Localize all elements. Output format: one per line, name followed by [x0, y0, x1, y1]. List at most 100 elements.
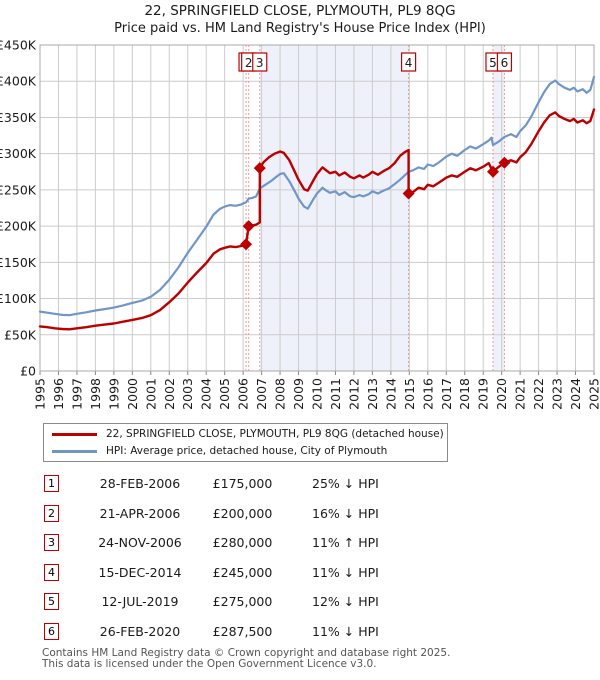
- price_paid_indexed-line: [38, 108, 596, 331]
- table-row: 6 26-FEB-2020 £287,500 11% ↓ HPI: [0, 622, 600, 642]
- sale-vs-hpi: 11% ↑ HPI: [312, 535, 379, 550]
- x-axis-label: 1999: [106, 378, 121, 410]
- sale-number-label: 2: [245, 56, 253, 70]
- sale-number-box[interactable]: [400, 52, 417, 72]
- x-axis-label: 1996: [51, 378, 66, 410]
- sale-number-label: 4: [405, 56, 413, 70]
- x-axis-label: 2006: [236, 378, 251, 410]
- x-axis-label: 2021: [513, 378, 528, 410]
- x-axis-label: 2001: [143, 378, 158, 410]
- y-axis-label: £450K: [0, 38, 37, 53]
- x-axis-label: 2013: [365, 378, 380, 410]
- price-history-chart: 1995 1996 1997 1998 1999 2000 2001 2002 2003 2004…: [0, 38, 600, 410]
- sale-date: 26-FEB-2020: [99, 623, 181, 639]
- x-axis-label: 1998: [88, 378, 103, 410]
- sale-number-badge: 2: [44, 504, 59, 522]
- sale-price: £287,500: [212, 623, 273, 639]
- x-axis-label: 2010: [310, 378, 325, 410]
- x-axis-label: 2012: [346, 378, 361, 410]
- x-axis-label: 2005: [217, 378, 232, 410]
- x-axis-label: 2014: [383, 378, 398, 410]
- sale-number-badge: 6: [44, 622, 59, 640]
- chart-legend: 22, SPRINGFIELD CLOSE, PLYMOUTH, PL9 8QG…: [43, 423, 448, 462]
- hpi_average_price-line: [38, 75, 596, 317]
- x-axis-label: 2025: [587, 378, 600, 410]
- sale-price: £175,000: [212, 476, 273, 491]
- holding-period-shade: [259, 45, 409, 371]
- legend-label-hpi: HPI: Average price, detached house, City…: [106, 445, 388, 457]
- sale-price: £280,000: [212, 535, 273, 550]
- sale-marker[interactable]: [402, 187, 415, 200]
- sale-date: 12-JUL-2019: [101, 594, 179, 609]
- sale-price: £275,000: [212, 594, 273, 609]
- x-axis-label: 2019: [476, 378, 491, 410]
- y-axis-label: £350K: [0, 110, 37, 125]
- x-axis-label: 2017: [439, 378, 454, 410]
- sale-number-box[interactable]: [252, 52, 268, 72]
- y-axis-label: £50K: [4, 327, 37, 342]
- sale-vs-hpi: 25% ↓ HPI: [312, 476, 379, 491]
- sale-price: £200,000: [212, 505, 273, 521]
- legend-label-property: 22, SPRINGFIELD CLOSE, PLYMOUTH, PL9 8QG…: [106, 428, 444, 440]
- x-axis-label: 2000: [125, 378, 140, 410]
- sale-number-label: 5: [489, 56, 497, 70]
- sale-marker[interactable]: [253, 162, 266, 175]
- page-title: 22, SPRINGFIELD CLOSE, PLYMOUTH, PL9 8QG: [144, 3, 456, 19]
- table-row: 2 21-APR-2006 £200,000 16% ↓ HPI: [0, 504, 600, 524]
- x-axis-label: 2018: [457, 378, 472, 410]
- x-axis-label: 2002: [162, 378, 177, 410]
- sale-marker[interactable]: [498, 156, 511, 169]
- sale-date: 28-FEB-2006: [99, 476, 181, 491]
- y-axis-label: £300K: [0, 146, 37, 161]
- x-axis-label: 1997: [69, 378, 84, 410]
- x-axis-label: 2024: [568, 378, 583, 410]
- table-row: 5 12-JUL-2019 £275,000 12% ↓ HPI: [0, 592, 600, 612]
- copyright-line: Contains HM Land Registry data © Crown c…: [42, 647, 451, 659]
- sale-number-badge: 3: [44, 534, 59, 551]
- x-axis-label: 2016: [420, 378, 435, 410]
- page-subtitle: Price paid vs. HM Land Registry's House …: [114, 21, 486, 36]
- x-axis-label: 2008: [273, 378, 288, 410]
- sale-number-badge: 1: [44, 475, 59, 492]
- x-axis-label: 1995: [33, 378, 48, 410]
- table-row: 3 24-NOV-2006 £280,000 11% ↑ HPI: [0, 533, 600, 553]
- y-axis-label: £250K: [0, 182, 37, 197]
- x-axis-label: 2007: [254, 378, 269, 410]
- sale-number-label: 6: [501, 56, 509, 70]
- hpi-line-sample: [52, 450, 97, 453]
- holding-period-shade: [492, 45, 505, 371]
- sale-marker[interactable]: [242, 220, 255, 233]
- x-axis-label: 2009: [291, 378, 306, 410]
- x-axis-label: 2015: [402, 378, 417, 410]
- sale-date: 24-NOV-2006: [98, 535, 182, 550]
- sale-number-badge: 5: [44, 593, 59, 610]
- table-row: 4 15-DEC-2014 £245,000 11% ↓ HPI: [0, 563, 600, 583]
- property-line-sample: [52, 433, 97, 436]
- sale-marker[interactable]: [240, 238, 253, 251]
- x-axis-label: 2020: [494, 378, 509, 410]
- sale-vs-hpi: 11% ↓ HPI: [312, 623, 379, 639]
- y-axis-label: £150K: [0, 255, 37, 270]
- y-axis-label: £0: [20, 364, 36, 379]
- sale-number-label: 3: [256, 56, 264, 70]
- sale-price: £245,000: [212, 564, 273, 580]
- sale-number-badge: 4: [44, 563, 59, 581]
- sale-vs-hpi: 16% ↓ HPI: [312, 505, 379, 521]
- y-axis-label: £200K: [0, 219, 37, 234]
- sale-number-box[interactable]: [496, 52, 513, 72]
- sale-marker[interactable]: [486, 165, 499, 178]
- table-row: 1 28-FEB-2006 £175,000 25% ↓ HPI: [0, 474, 600, 494]
- legend-entry-hpi: HPI: Average price, detached house, City…: [44, 443, 444, 460]
- sale-date: 15-DEC-2014: [98, 564, 182, 580]
- x-axis-label: 2004: [199, 378, 214, 410]
- sale-date: 21-APR-2006: [99, 505, 181, 521]
- licence-line: This data is licensed under the Open Gov…: [42, 658, 377, 670]
- y-axis-label: £100K: [0, 291, 37, 306]
- y-axis-label: £400K: [0, 74, 37, 89]
- sale-vs-hpi: 12% ↓ HPI: [312, 594, 379, 609]
- x-axis-label: 2011: [328, 378, 343, 410]
- x-axis-label: 2003: [180, 378, 195, 410]
- x-axis-label: 2023: [550, 378, 565, 410]
- plot-border: [39, 44, 595, 372]
- x-axis-label: 2022: [531, 378, 546, 410]
